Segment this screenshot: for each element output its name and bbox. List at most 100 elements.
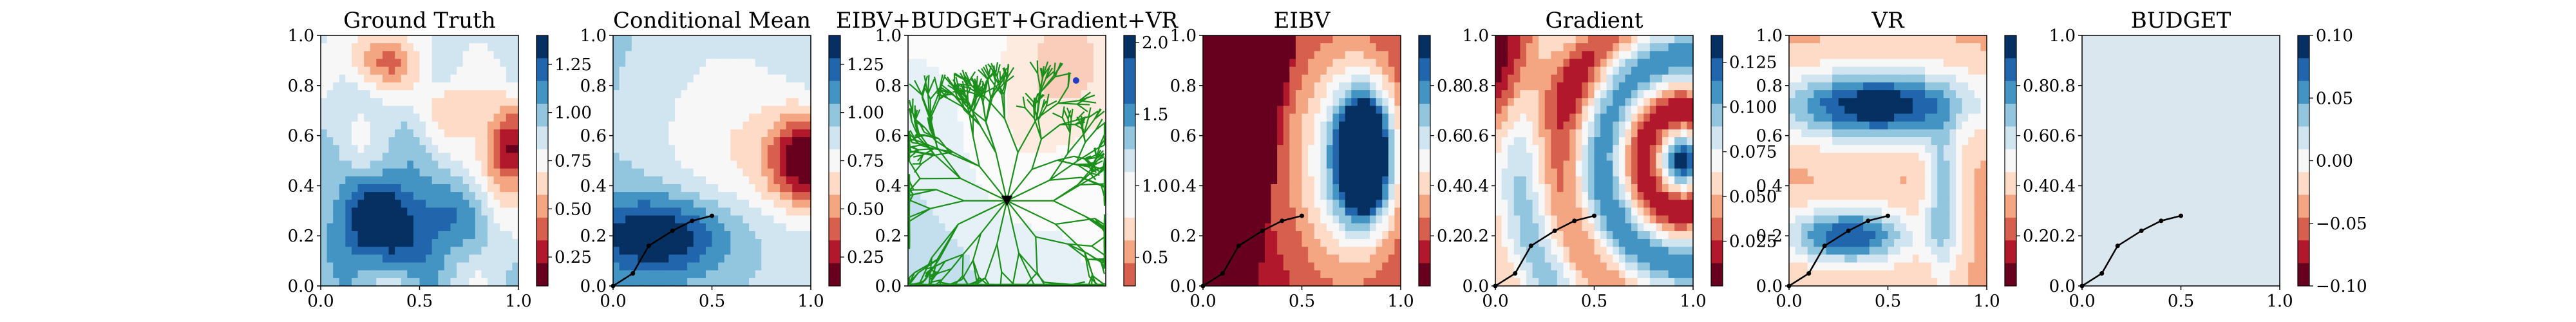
heatmap-cell [1320, 137, 1327, 146]
heatmap-cell [1326, 153, 1334, 162]
heatmap-cell [1302, 51, 1309, 60]
heatmap-cell [650, 145, 657, 153]
heatmap-cell [619, 223, 626, 232]
heatmap-cell [1289, 176, 1296, 185]
heatmap-cell [687, 43, 694, 52]
heatmap-cell [493, 145, 500, 153]
heatmap-cell [804, 278, 811, 287]
heatmap-cell [1363, 153, 1370, 162]
heatmap-cell [462, 184, 469, 193]
heatmap-cell [1056, 270, 1063, 279]
heatmap-cell [321, 82, 328, 91]
heatmap-cell [444, 82, 451, 91]
heatmap-cell [718, 59, 725, 68]
heatmap-cell [994, 35, 1001, 44]
heatmap-cell [1037, 153, 1045, 162]
heatmap-cell [1332, 82, 1340, 91]
heatmap-cell [1062, 82, 1070, 91]
heatmap-cell [945, 270, 952, 279]
heatmap-cell [1019, 59, 1026, 68]
tree-branch [1092, 275, 1105, 285]
heatmap-cell [638, 51, 645, 60]
heatmap-cell [413, 231, 421, 240]
heatmap-cell [945, 215, 952, 224]
tree-branch [1045, 68, 1050, 79]
heatmap-cell [994, 153, 1001, 162]
heatmap-cell [767, 145, 775, 153]
heatmap-cell [1221, 137, 1228, 146]
heatmap-cell [994, 200, 1001, 209]
heatmap-cell [1363, 98, 1370, 107]
tree-branch [1087, 166, 1097, 173]
heatmap-cell [668, 215, 676, 224]
heatmap-cell [401, 82, 408, 91]
heatmap-cell [388, 262, 395, 271]
heatmap-cell [1075, 231, 1082, 240]
heatmap-cell [1050, 51, 1057, 60]
heatmap-cell [481, 137, 488, 146]
heatmap-cell [780, 239, 787, 247]
heatmap-cell [500, 51, 507, 60]
heatmap-cell [1019, 137, 1026, 146]
heatmap-cell [1314, 215, 1321, 224]
heatmap-cell [699, 168, 706, 177]
heatmap-cell [1388, 113, 1396, 122]
heatmap-cell [718, 176, 725, 185]
heatmap-cell [481, 176, 488, 185]
heatmap-cell [364, 207, 371, 216]
panel-title: EIBV+BUDGET+Gradient+VR [836, 8, 1179, 33]
heatmap-cell [699, 176, 706, 185]
tree-branch [951, 93, 969, 105]
heatmap-cell [321, 247, 328, 255]
heatmap-cell [933, 35, 940, 44]
tree-branch [1067, 243, 1088, 260]
heatmap-cell [339, 43, 346, 52]
heatmap-cell [650, 98, 657, 107]
heatmap-cell [462, 74, 469, 83]
heatmap-cell [506, 129, 513, 138]
heatmap-cell [957, 223, 964, 232]
heatmap-cell [619, 74, 626, 83]
heatmap-cell [951, 223, 958, 232]
heatmap-cell [500, 200, 507, 209]
heatmap-cell [749, 82, 756, 91]
heatmap-cell [705, 184, 713, 193]
heatmap-cell [1246, 207, 1253, 216]
heatmap-cell [674, 270, 682, 279]
heatmap-cell [364, 59, 371, 68]
heatmap-cell [1203, 192, 1210, 200]
heatmap-cell [364, 278, 371, 287]
heatmap-cell [419, 278, 426, 287]
heatmap-cell [512, 90, 519, 99]
heatmap-cell [1221, 74, 1228, 83]
heatmap-cell [469, 90, 476, 99]
heatmap-cell [1314, 43, 1321, 52]
heatmap-cell [364, 200, 371, 209]
heatmap-cell [1314, 239, 1321, 247]
heatmap-cell [1031, 74, 1039, 83]
heatmap-cell [401, 239, 408, 247]
heatmap-cell [1031, 262, 1039, 271]
heatmap-cell [908, 121, 915, 130]
heatmap-cell [401, 215, 408, 224]
heatmap-cell [724, 215, 731, 224]
heatmap-cell [619, 192, 626, 200]
heatmap-cell [681, 145, 688, 153]
heatmap-cell [1246, 160, 1253, 169]
heatmap-cell [638, 129, 645, 138]
heatmap-cell [1382, 137, 1389, 146]
heatmap-cell [963, 231, 971, 240]
heatmap-cell [333, 207, 340, 216]
heatmap-cell [643, 145, 651, 153]
heatmap-cell [976, 192, 983, 200]
heatmap-cell [1326, 74, 1334, 83]
heatmap-cell [1093, 200, 1101, 209]
heatmap-cell [364, 98, 371, 107]
heatmap-cell [1081, 270, 1088, 279]
heatmap-cell [1289, 215, 1296, 224]
heatmap-cell [1326, 35, 1334, 44]
heatmap-cell [1037, 247, 1045, 255]
heatmap-cell [1044, 176, 1051, 185]
heatmap-cell [450, 153, 457, 162]
heatmap-cell [699, 51, 706, 60]
